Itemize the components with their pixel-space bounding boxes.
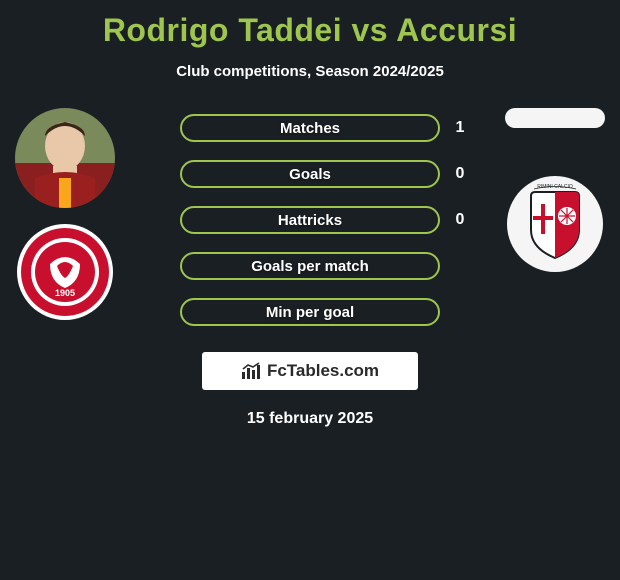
stat-bar: Min per goal <box>180 298 440 326</box>
chart-icon <box>241 362 263 380</box>
stat-label: Goals <box>289 166 331 183</box>
stats-column: Matches 1 Goals 0 Hattricks 0 Goals pe <box>140 108 480 326</box>
brand-label: FcTables.com <box>267 361 379 381</box>
left-player-photo <box>15 108 115 208</box>
right-club-badge: RIMINI CALCIO <box>505 174 605 274</box>
svg-text:PERUGIA: PERUGIA <box>51 234 79 240</box>
stat-right-value: 1 <box>440 119 480 137</box>
left-column: 1905 PERUGIA <box>10 108 120 322</box>
comparison-row: 1905 PERUGIA Matches 1 Goals 0 <box>0 108 620 326</box>
page-subtitle: Club competitions, Season 2024/2025 <box>0 63 620 80</box>
right-player-placeholder <box>505 108 605 128</box>
stat-right-value: 0 <box>440 211 480 229</box>
perugia-badge-icon: 1905 PERUGIA <box>15 222 115 322</box>
date-line: 15 february 2025 <box>0 410 620 428</box>
stat-row-matches: Matches 1 <box>140 114 480 142</box>
stat-right-value: 0 <box>440 165 480 183</box>
stat-row-hattricks: Hattricks 0 <box>140 206 480 234</box>
stat-label: Min per goal <box>266 304 354 321</box>
stat-bar: Goals <box>180 160 440 188</box>
player-photo-icon <box>15 108 115 208</box>
left-club-badge: 1905 PERUGIA <box>15 222 115 322</box>
stat-row-min-per-goal: Min per goal <box>140 298 480 326</box>
stat-bar: Matches <box>180 114 440 142</box>
svg-text:1905: 1905 <box>55 288 75 298</box>
stat-bar: Hattricks <box>180 206 440 234</box>
stat-label: Goals per match <box>251 258 369 275</box>
right-column: RIMINI CALCIO <box>500 108 610 274</box>
page-title: Rodrigo Taddei vs Accursi <box>0 0 620 49</box>
stat-bar: Goals per match <box>180 252 440 280</box>
rimini-badge-icon: RIMINI CALCIO <box>505 174 605 274</box>
stat-row-goals-per-match: Goals per match <box>140 252 480 280</box>
stat-row-goals: Goals 0 <box>140 160 480 188</box>
brand-box[interactable]: FcTables.com <box>202 352 418 390</box>
stat-label: Hattricks <box>278 212 342 229</box>
stat-label: Matches <box>280 120 340 137</box>
svg-text:RIMINI CALCIO: RIMINI CALCIO <box>537 184 573 190</box>
